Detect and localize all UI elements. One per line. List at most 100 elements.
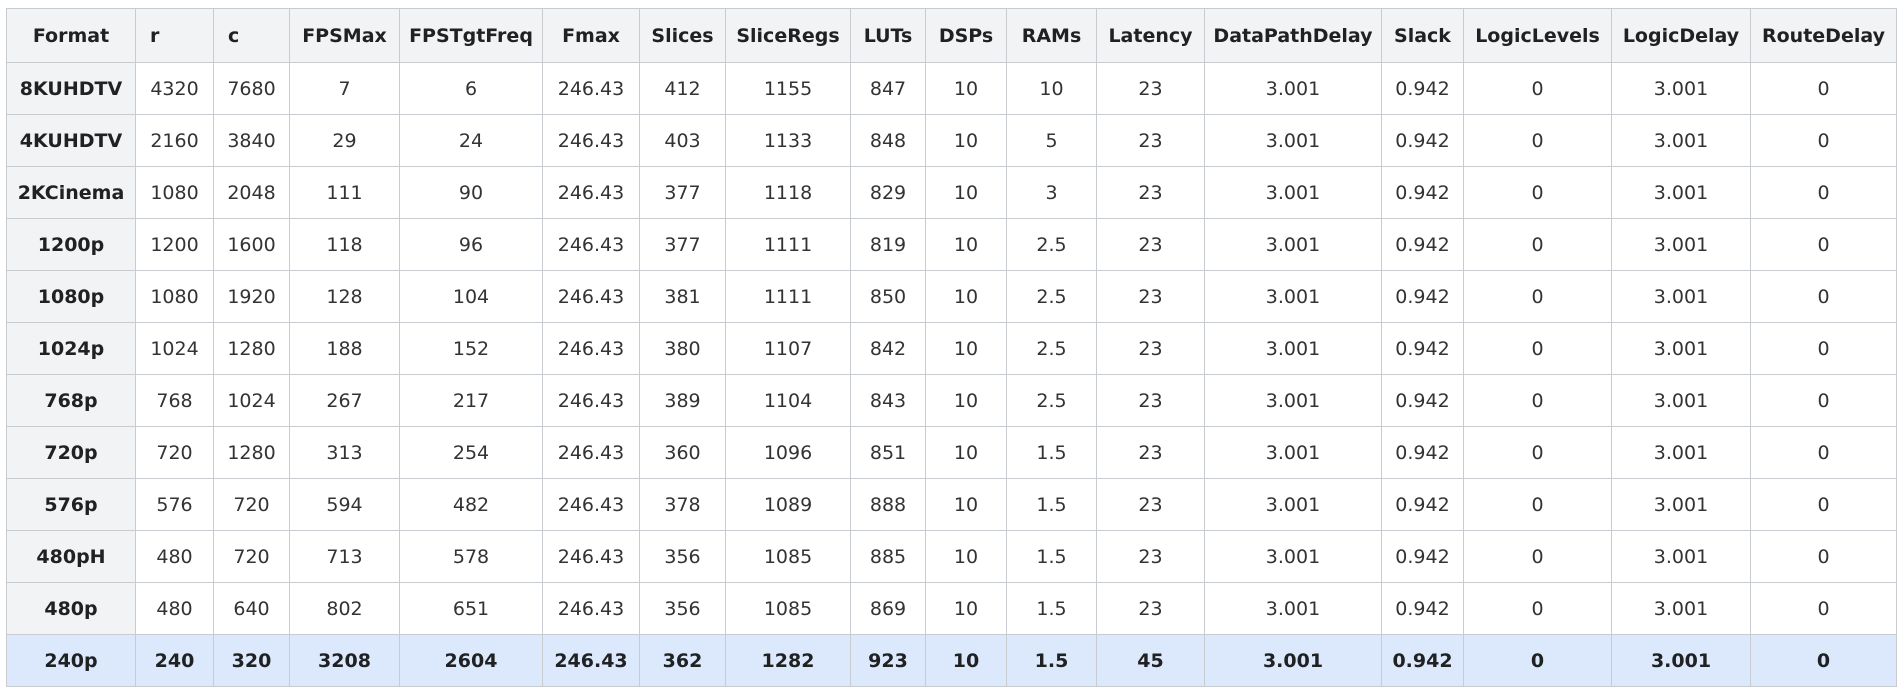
table-cell: 1118 (725, 166, 851, 219)
table-cell: 5 (1006, 114, 1097, 167)
table-cell: 0 (1750, 322, 1897, 375)
table-cell: 377 (639, 166, 726, 219)
table-cell: 720 (213, 530, 290, 583)
table-cell: 3.001 (1611, 374, 1751, 427)
table-cell: 356 (639, 530, 726, 583)
table-cell: 1.5 (1006, 426, 1097, 479)
table-cell: 3.001 (1204, 634, 1382, 687)
column-header: LogicLevels (1463, 8, 1612, 63)
table-cell: 0.942 (1381, 530, 1464, 583)
table-cell: 1.5 (1006, 478, 1097, 531)
table-cell: 0 (1463, 114, 1612, 167)
table-cell: 578 (399, 530, 543, 583)
table-cell: 356 (639, 582, 726, 635)
table-cell: 246.43 (542, 426, 640, 479)
table-cell: 720 (213, 478, 290, 531)
table-cell: 246.43 (542, 270, 640, 323)
table-cell: 10 (925, 426, 1007, 479)
table-cell: 0.942 (1381, 114, 1464, 167)
table-cell: 651 (399, 582, 543, 635)
table-cell: 3 (1006, 166, 1097, 219)
table-cell: 10 (925, 530, 1007, 583)
table-cell: 90 (399, 166, 543, 219)
table-cell: 23 (1096, 530, 1205, 583)
table-cell: 3.001 (1204, 582, 1382, 635)
table-cell: 3.001 (1204, 166, 1382, 219)
table-cell: 152 (399, 322, 543, 375)
column-header: LUTs (850, 8, 926, 63)
table-cell: 2.5 (1006, 218, 1097, 271)
table-cell: 23 (1096, 322, 1205, 375)
row-header: 8KUHDTV (6, 62, 136, 115)
row-header: 1080p (6, 270, 136, 323)
table-cell: 217 (399, 374, 543, 427)
table-cell: 3.001 (1611, 166, 1751, 219)
table-cell: 2604 (399, 634, 543, 687)
table-cell: 3.001 (1204, 374, 1382, 427)
table-cell: 3.001 (1204, 530, 1382, 583)
table-cell: 10 (925, 634, 1007, 687)
table-cell: 851 (850, 426, 926, 479)
table-cell: 1133 (725, 114, 851, 167)
table-cell: 6 (399, 62, 543, 115)
table-cell: 246.43 (542, 218, 640, 271)
table-cell: 0.942 (1381, 582, 1464, 635)
table-cell: 10 (1006, 62, 1097, 115)
table-cell: 1080 (135, 270, 214, 323)
row-header: 480pH (6, 530, 136, 583)
table-cell: 389 (639, 374, 726, 427)
table-cell: 23 (1096, 114, 1205, 167)
row-header: 768p (6, 374, 136, 427)
table-cell: 888 (850, 478, 926, 531)
table-cell: 3.001 (1611, 582, 1751, 635)
table-cell: 0 (1463, 270, 1612, 323)
table-cell: 0 (1750, 426, 1897, 479)
table-cell: 0 (1750, 530, 1897, 583)
table-cell: 0 (1463, 374, 1612, 427)
table-cell: 2.5 (1006, 374, 1097, 427)
table-cell: 3.001 (1611, 62, 1751, 115)
table-cell: 1111 (725, 218, 851, 271)
table-cell: 246.43 (542, 634, 640, 687)
table-cell: 850 (850, 270, 926, 323)
table-cell: 0 (1750, 634, 1897, 687)
table-cell: 3.001 (1204, 426, 1382, 479)
table-cell: 246.43 (542, 322, 640, 375)
table-cell: 3.001 (1204, 478, 1382, 531)
table-cell: 3208 (289, 634, 400, 687)
table-row: 480p 480 640 802 651 246.43 356 1085 869 10 1.5 23 3… (6, 582, 1897, 635)
table-cell: 1280 (213, 322, 290, 375)
table-row: 8KUHDTV 4320 7680 7 6 246.43 412 1155 847 10 10 23 3… (6, 62, 1897, 115)
table-cell: 3.001 (1611, 530, 1751, 583)
table-cell: 1280 (213, 426, 290, 479)
table-cell: 246.43 (542, 62, 640, 115)
row-header: 1200p (6, 218, 136, 271)
table-cell: 0 (1463, 62, 1612, 115)
table-cell: 713 (289, 530, 400, 583)
table-cell: 23 (1096, 582, 1205, 635)
table-cell: 0 (1463, 218, 1612, 271)
table-cell: 0.942 (1381, 426, 1464, 479)
table-cell: 0.942 (1381, 218, 1464, 271)
table-cell: 1920 (213, 270, 290, 323)
column-header: r (135, 8, 214, 63)
table-cell: 7 (289, 62, 400, 115)
row-header: 1024p (6, 322, 136, 375)
table-cell: 3.001 (1611, 478, 1751, 531)
table-row: 768p 768 1024 267 217 246.43 389 1104 843 10 2.5 23… (6, 374, 1897, 427)
table-cell: 23 (1096, 374, 1205, 427)
table-cell: 3.001 (1611, 218, 1751, 271)
column-header: FPSMax (289, 8, 400, 63)
table-cell: 23 (1096, 426, 1205, 479)
table-cell: 254 (399, 426, 543, 479)
table-cell: 2.5 (1006, 270, 1097, 323)
table-cell: 0 (1463, 426, 1612, 479)
table-row: 1024p 1024 1280 188 152 246.43 380 1107 842 10 2.5… (6, 322, 1897, 375)
table-cell: 0.942 (1381, 166, 1464, 219)
table-cell: 802 (289, 582, 400, 635)
column-header: Fmax (542, 8, 640, 63)
row-header: 4KUHDTV (6, 114, 136, 167)
column-header: Slices (639, 8, 726, 63)
table-cell: 0 (1463, 166, 1612, 219)
